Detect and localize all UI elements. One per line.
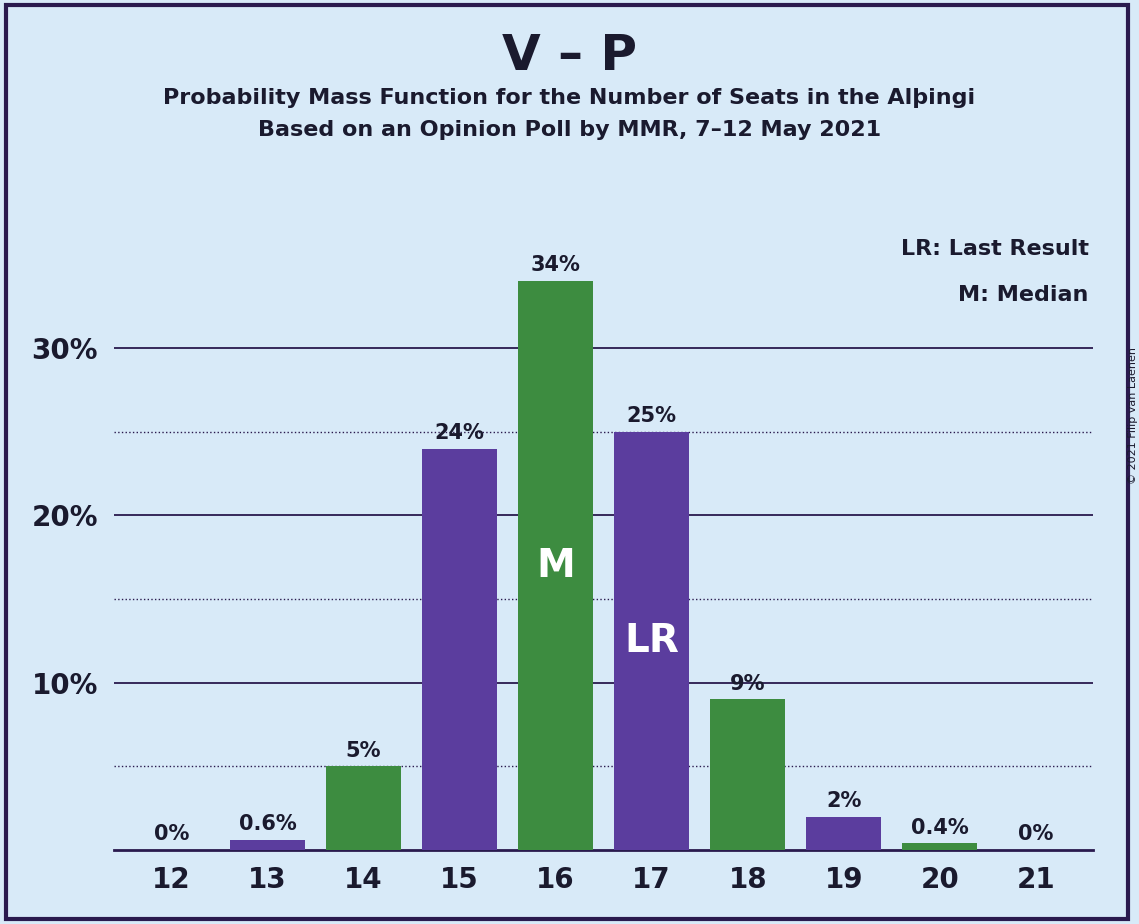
Text: 5%: 5% — [346, 740, 382, 760]
Text: V – P: V – P — [502, 32, 637, 80]
Text: LR: Last Result: LR: Last Result — [901, 239, 1089, 260]
Text: M: Median: M: Median — [958, 285, 1089, 305]
Text: 25%: 25% — [626, 406, 677, 426]
Text: 9%: 9% — [730, 674, 765, 694]
Bar — [806, 817, 882, 850]
Bar — [230, 840, 305, 850]
Text: 2%: 2% — [826, 791, 861, 810]
Bar — [326, 766, 401, 850]
Text: Probability Mass Function for the Number of Seats in the Alþingi: Probability Mass Function for the Number… — [163, 88, 976, 108]
Text: © 2021 Filip van Laenen: © 2021 Filip van Laenen — [1129, 347, 1138, 484]
Text: 24%: 24% — [435, 422, 484, 443]
Text: 0%: 0% — [1018, 824, 1054, 845]
Text: 0.6%: 0.6% — [239, 814, 296, 834]
Bar — [423, 448, 497, 850]
Text: 0%: 0% — [154, 824, 189, 845]
Bar — [614, 432, 689, 850]
Bar — [902, 844, 977, 850]
Text: M: M — [536, 547, 575, 585]
Text: 34%: 34% — [531, 255, 581, 275]
Text: LR: LR — [624, 622, 679, 660]
Text: Based on an Opinion Poll by MMR, 7–12 May 2021: Based on an Opinion Poll by MMR, 7–12 Ma… — [257, 120, 882, 140]
Text: 0.4%: 0.4% — [911, 818, 968, 837]
Bar — [518, 281, 593, 850]
Bar — [711, 699, 785, 850]
